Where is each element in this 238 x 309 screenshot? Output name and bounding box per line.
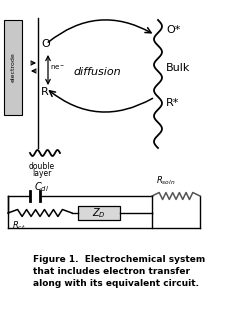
- Text: O*: O*: [166, 25, 180, 35]
- Text: layer: layer: [32, 169, 52, 178]
- Text: R*: R*: [166, 98, 179, 108]
- Text: Bulk: Bulk: [166, 63, 190, 73]
- Text: diffusion: diffusion: [73, 67, 121, 77]
- Text: $Z_D$: $Z_D$: [92, 206, 106, 220]
- Text: electrode: electrode: [10, 53, 15, 83]
- Text: ne$^-$: ne$^-$: [50, 64, 65, 72]
- Text: R: R: [41, 87, 49, 97]
- Text: double: double: [29, 162, 55, 171]
- Text: $R_{soln}$: $R_{soln}$: [156, 175, 176, 187]
- Text: $R_{ct}$: $R_{ct}$: [12, 219, 25, 231]
- Text: Figure 1.  Electrochemical system
that includes electron transfer
along with its: Figure 1. Electrochemical system that in…: [33, 255, 205, 288]
- Bar: [4, 20, 22, 115]
- Text: O: O: [41, 39, 50, 49]
- Text: $C_{dl}$: $C_{dl}$: [34, 180, 49, 194]
- Bar: [78, 206, 120, 220]
